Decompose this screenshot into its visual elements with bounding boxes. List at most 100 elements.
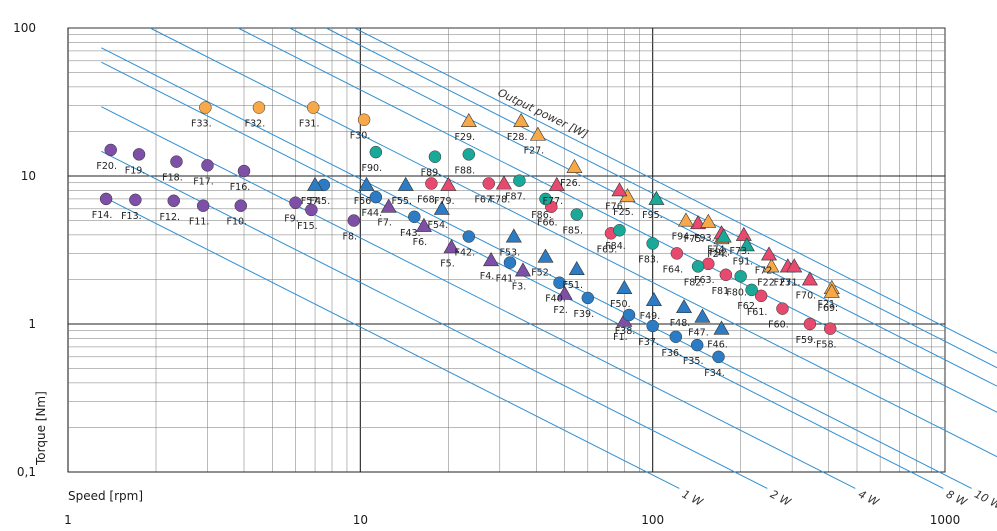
power-line — [149, 27, 997, 458]
data-point-circle — [170, 155, 183, 168]
point-label: F34. — [704, 368, 725, 379]
point-label: F65. — [597, 244, 618, 255]
data-point-triangle — [760, 246, 778, 261]
data-point-circle — [167, 194, 180, 208]
point-label: F80. — [726, 287, 747, 298]
point-label: F90. — [362, 163, 383, 174]
point-label: F62. — [737, 301, 758, 312]
point-label: F32. — [245, 119, 266, 130]
point-label: F20. — [96, 161, 117, 172]
y-tick-label: 0,1 — [17, 465, 36, 479]
point-label: F14. — [92, 210, 113, 221]
power-line — [325, 27, 997, 369]
data-point-triangle — [307, 176, 324, 191]
data-point-triangle — [397, 176, 414, 191]
power-line — [237, 27, 997, 413]
power-line-label: 10 W — [972, 488, 997, 513]
point-label: F5. — [440, 258, 455, 269]
data-point-triangle — [415, 217, 432, 232]
point-label: F81. — [712, 286, 733, 297]
data-point-triangle — [529, 126, 546, 141]
data-point-circle — [776, 302, 789, 315]
point-label: F71. — [780, 277, 801, 288]
data-point-circle — [234, 199, 248, 212]
data-point-circle — [132, 148, 146, 161]
data-point-circle — [462, 230, 476, 243]
point-label: F66. — [537, 218, 558, 229]
point-label: F70. — [796, 290, 817, 301]
data-point-triangle — [648, 190, 665, 205]
data-point-triangle — [537, 248, 554, 263]
point-label: F75. — [684, 234, 705, 245]
point-label: F64. — [663, 264, 684, 275]
point-label: F1. — [613, 332, 628, 343]
point-label: F76. — [605, 201, 626, 212]
point-label: F86. — [531, 210, 552, 221]
data-point-triangle — [505, 228, 522, 243]
point-label: F23. — [774, 277, 795, 288]
data-point-circle — [201, 159, 214, 172]
data-point-circle — [823, 322, 837, 335]
point-label: F35. — [683, 356, 704, 367]
data-point-circle — [734, 270, 747, 283]
point-label: F68. — [417, 194, 438, 205]
point-label: F54. — [428, 220, 449, 231]
point-label: F38. — [615, 326, 636, 337]
data-point-triangle — [735, 226, 752, 241]
x-tick-label: 1000 — [930, 513, 961, 527]
power-line — [101, 47, 972, 489]
point-label: F74. — [707, 244, 728, 255]
data-point-triangle — [675, 299, 693, 314]
data-point-circle — [669, 330, 683, 344]
point-label: F55. — [391, 196, 412, 207]
data-point-triangle — [513, 112, 530, 128]
point-label: F72. — [755, 265, 776, 276]
data-point-triangle — [495, 175, 512, 190]
point-label: F63. — [694, 275, 715, 286]
y-tick-label: 1 — [28, 317, 36, 331]
data-point-triangle — [715, 228, 732, 243]
data-point-triangle — [786, 258, 803, 273]
power-line — [101, 106, 856, 489]
point-label: F50. — [610, 299, 631, 310]
x-tick-label: 100 — [641, 513, 664, 527]
data-point-circle — [553, 276, 566, 289]
data-point-circle — [690, 338, 704, 352]
data-point-triangle — [568, 260, 585, 276]
power-line-label: 2 W — [768, 488, 794, 510]
point-label: F13. — [121, 211, 142, 222]
point-label: F39. — [574, 309, 595, 320]
data-point-circle — [482, 177, 496, 190]
point-label: F67. — [474, 194, 495, 205]
data-point-triangle — [738, 237, 755, 252]
point-label: F77. — [543, 196, 564, 207]
point-label: F40. — [545, 294, 566, 305]
data-point-triangle — [514, 262, 531, 277]
data-point-circle — [425, 177, 438, 190]
data-point-circle — [289, 196, 302, 209]
data-point-circle — [646, 319, 659, 333]
point-labels: F1. F2. F3. F4. F5. F6. F7. F8. F9. F10. F11. F12. F… — [92, 119, 838, 379]
data-point-triangle — [380, 198, 397, 213]
data-point-circle — [745, 283, 758, 297]
data-point-circle — [369, 190, 383, 204]
data-point-circle — [570, 208, 584, 221]
point-label: F59. — [796, 335, 817, 346]
data-point-triangle — [358, 176, 375, 191]
point-label: F60. — [768, 320, 789, 331]
data-point-circle — [306, 101, 320, 114]
point-label: F24. — [707, 249, 728, 260]
point-label: F8. — [343, 232, 358, 243]
data-point-circle — [646, 237, 659, 250]
power-line — [289, 27, 997, 387]
data-point-triangle — [433, 200, 450, 215]
data-point-triangle — [566, 158, 583, 173]
point-label: F85. — [562, 225, 583, 236]
point-label: F4. — [480, 271, 495, 282]
data-point-triangle — [440, 176, 457, 191]
power-line-label: 4 W — [856, 488, 882, 510]
point-label: F17. — [193, 176, 214, 187]
tick-labels: 1 10 100 1000 0,1 1 10 100 — [13, 21, 960, 527]
data-point-circle — [803, 317, 817, 331]
data-point-circle — [104, 143, 117, 157]
